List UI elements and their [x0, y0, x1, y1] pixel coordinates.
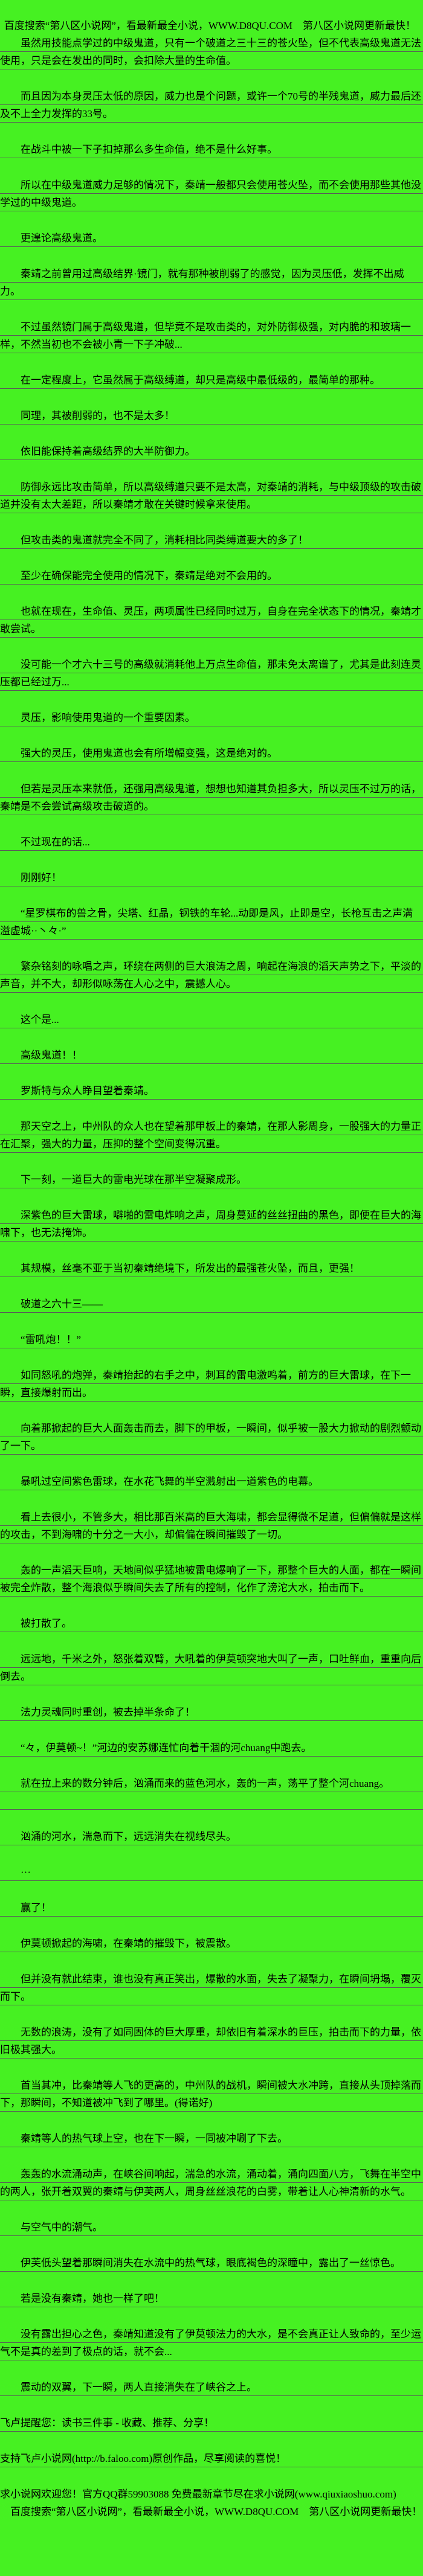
novel-paragraph: 刚刚好！	[0, 869, 423, 886]
novel-paragraph: 若是没有秦靖，她也一样了吧！	[0, 2290, 423, 2307]
novel-paragraph: 秦靖之前曾用过高级结界·镜门，就有那种被削弱了的感觉，因为灵压低，发挥不出威力。	[0, 265, 423, 300]
novel-paragraph: 其规模，丝毫不亚于当初秦靖绝境下，所发出的最强苍火坠，而且，更强！	[0, 1260, 423, 1277]
novel-paragraph: 高级鬼道！！	[0, 1046, 423, 1064]
novel-paragraph: 法力灵魂同时重创，被去掉半条命了！	[0, 1703, 423, 1721]
novel-paragraph: 暴吼过空间紫色雷球，在水花飞舞的半空溅射出一道紫色的电幕。	[0, 1473, 423, 1490]
novel-paragraph: 依旧能保持着高级结界的大半防御力。	[0, 443, 423, 460]
novel-paragraph: 繁杂铭刻的咏唱之声，环绕在两侧的巨大浪涛之周，响起在海浪的滔天声势之下，平淡的声…	[0, 958, 423, 993]
promo-line-bottom: 百度搜索“第八区小说网”，看最新最全小说，WWW.D8QU.COM 第八区小说网…	[10, 2506, 422, 2517]
novel-paragraph: 秦靖等人的热气球上空，也在下一瞬，一同被冲唰了下去。	[0, 2130, 423, 2147]
novel-paragraph: 没有露出担心之色，秦靖知道没有了伊莫顿法力的大水，是不会真正让人致命的，至少运气…	[0, 2325, 423, 2360]
novel-paragraph: 不过现在的话...	[0, 833, 423, 851]
novel-paragraph: 至少在确保能完全使用的情况下，秦靖是绝对不会用的。	[0, 567, 423, 585]
novel-paragraph: 罗斯特与众人睁目望着秦靖。	[0, 1082, 423, 1100]
faloo-reminder-line: 飞卢提醒您：读书三件事 - 收藏、推荐、分享！	[0, 2414, 423, 2432]
novel-paragraph: 所以在中级鬼道威力足够的情况下，秦靖一般都只会使用苍火坠，而不会使用那些其他没学…	[0, 176, 423, 211]
novel-paragraph: 同理，其被削弱的，也不是太多！	[0, 407, 423, 425]
novel-paragraph: 也就在现在，生命值、灵压，两项属性已经同时过万，自身在完全状态下的情况，秦靖才敢…	[0, 603, 423, 638]
novel-paragraph: 深紫色的巨大雷球，噼啪的雷电炸响之声，周身蔓延的丝丝扭曲的黑色，即便在巨大的海啸…	[0, 1206, 423, 1242]
qiuxiaoshuo-promo-line: 求小说网欢迎您！官方QQ群59903088 免费最新章节尽在求小说网(www.q…	[0, 2488, 396, 2500]
novel-paragraph: 不过虽然镜门属于高级鬼道，但毕竟不是攻击类的，对外防御极强，对内脆的和玻璃一样，…	[0, 318, 423, 353]
faloo-support-line: 支持飞卢小说网(http://b.faloo.com)原创作品，尽享阅读的喜悦！	[0, 2450, 423, 2467]
novel-paragraph: 虽然用技能点学过的中级鬼道，只有一个破道之三十三的苍火坠，但不代表高级鬼道无法使…	[0, 34, 423, 69]
novel-paragraph: 首当其冲，比秦靖等人飞的更高的，中州队的战机，瞬间被大水冲跨，直接从头顶掉落而下…	[0, 2077, 423, 2112]
novel-paragraph: 汹涌的河水，湍急而下，远远消失在视线尽头。	[0, 1828, 423, 1845]
novel-paragraph: 更遑论高级鬼道。	[0, 229, 423, 247]
novel-paragraph: 如同怒吼的炮弹，秦靖抬起的右手之中，刺耳的雷电激鸣着，前方的巨大雷球，在下一瞬，…	[0, 1366, 423, 1402]
novel-paragraph: 在战斗中被一下子扣掉那么多生命值，绝不是什么好事。	[0, 141, 423, 158]
novel-paragraph: 震动的双翼，下一瞬，两人直接消失在了峡谷之上。	[0, 2379, 423, 2396]
novel-paragraph: 那天空之上，中州队的众人也在望着那甲板上的秦靖，在那人影周身，一股强大的力量正在…	[0, 1118, 423, 1153]
novel-paragraph: 灵压，影响使用鬼道的一个重要因素。	[0, 709, 423, 726]
novel-paragraph: 下一刻，一道巨大的雷电光球在那半空凝聚成形。	[0, 1171, 423, 1188]
novel-paragraph: 就在拉上来的数分钟后，汹涌而来的蓝色河水，轰的一声，荡平了整个河chuang。	[0, 1775, 423, 1810]
novel-paragraph: 轰轰的水流涌动声，在峡谷间响起，湍急的水流，涌动着，涌向四面八方，飞舞在半空中的…	[0, 2165, 423, 2200]
novel-paragraph: 无数的浪涛，没有了如同固体的巨大厚重，却依旧有着深水的巨压，拍击而下的力量，依旧…	[0, 2023, 423, 2059]
novel-paragraph: “雷吼炮！！”	[0, 1331, 423, 1348]
novel-paragraph: 向着那掀起的巨大人面轰击而去，脚下的甲板，一瞬间，似乎被一股大力掀动的剧烈颤动了…	[0, 1420, 423, 1455]
novel-paragraph: 被打散了。	[0, 1615, 423, 1632]
novel-paragraph: 与空气中的潮气。	[0, 2219, 423, 2236]
promo-line-top: 百度搜索“第八区小说网”，看最新最全小说，WWW.D8QU.COM 第八区小说网…	[4, 20, 416, 31]
novel-paragraph: 在一定程度上，它虽然属于高级缚道，却只是高级中最低级的，最简单的那种。	[0, 371, 423, 389]
novel-paragraph: 远远地，千米之外，怒张着双臂，大吼着的伊莫顿突地大叫了一声，口吐鲜血，重重向后倒…	[0, 1650, 423, 1685]
novel-paragraph: 伊芙低头望着那瞬间消失在水流中的热气球，眼底褐色的深瞳中，露出了一丝惊色。	[0, 2254, 423, 2272]
novel-paragraph: 轰的一声滔天巨响，天地间似乎猛地被雷电爆响了一下，那整个巨大的人面，都在一瞬间被…	[0, 1562, 423, 1597]
novel-paragraph: ···	[0, 1863, 423, 1881]
novel-paragraph: 破道之六十三——	[0, 1295, 423, 1313]
novel-paragraph: 这个是...	[0, 1011, 423, 1028]
novel-paragraph: 伊莫顿掀起的海啸，在秦靖的摧毁下，被震散。	[0, 1935, 423, 1952]
novel-paragraph: 防御永远比攻击简单，所以高级缚道只要不是太高，对秦靖的消耗，与中级顶级的攻击破道…	[0, 478, 423, 513]
novel-paragraph: 但若是灵压本来就低，还强用高级鬼道，想想也知道其负担多大，所以灵压不过万的话，秦…	[0, 780, 423, 815]
novel-paragraph: 赢了！	[0, 1899, 423, 1917]
novel-paragraph: “星罗棋布的兽之骨，尖塔、红晶，钢铁的车轮...动即是风，止即是空，长枪互击之声…	[0, 905, 423, 940]
novel-paragraph: “々，伊莫顿~！”河边的安苏娜连忙向着干涸的河chuang中跑去。	[0, 1739, 423, 1757]
novel-paragraph: 没可能一个才六十三号的高级就消耗他上万点生命值，那未免太离谱了，尤其是此刻连灵压…	[0, 656, 423, 691]
novel-paragraph: 但攻击类的鬼道就完全不同了，消耗相比同类缚道要大的多了！	[0, 531, 423, 549]
novel-paragraph: 而且因为本身灵压太低的原因，威力也是个问题，或许一个70号的半残鬼道，威力最后还…	[0, 88, 423, 123]
novel-paragraph: 看上去很小，不管多大，相比那百米高的巨大海啸，都会显得微不足道，但偏偏就是这样的…	[0, 1508, 423, 1543]
novel-paragraph: 但并没有就此结束，谁也没有真正笑出，爆散的水面，失去了凝聚力，在瞬间坍塌，覆灭而…	[0, 1970, 423, 2005]
novel-paragraph: 强大的灵压，使用鬼道也会有所增幅变强，这是绝对的。	[0, 745, 423, 762]
